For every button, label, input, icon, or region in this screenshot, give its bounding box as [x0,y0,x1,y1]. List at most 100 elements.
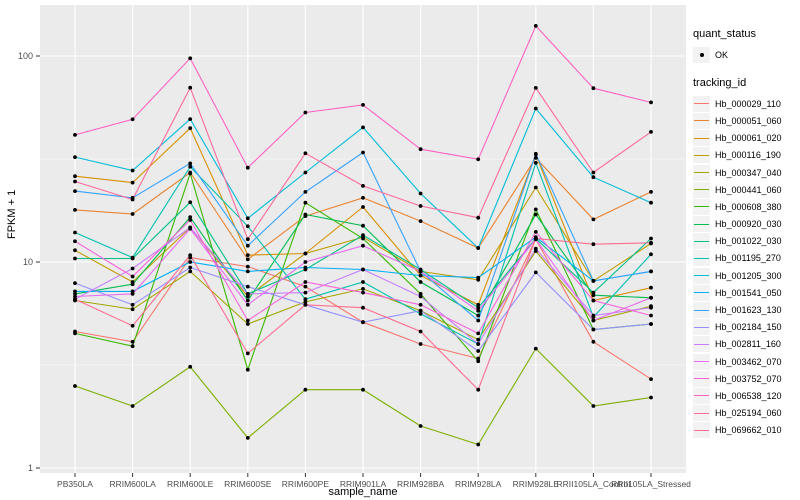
data-point [245,298,250,303]
data-point [245,302,250,307]
data-point [303,151,308,156]
legend-item-Hb_003462_070: Hb_003462_070 [693,353,799,370]
line-key-icon [693,284,710,301]
data-point [476,337,481,342]
legend-item-label: Hb_002184_150 [715,322,782,333]
data-point [73,155,77,160]
line-key-icon [693,112,710,129]
line-key-icon [693,147,710,164]
data-point [73,230,77,235]
legend-item-ok: OK [693,46,799,63]
data-point [303,170,308,175]
line-key-icon [693,405,710,422]
data-point [188,226,193,231]
data-point [591,217,596,222]
legend-title-tracking-id: tracking_id [693,77,747,90]
x-axis-tick-label: RRIM600LE [167,479,214,489]
legend-item-Hb_025194_060: Hb_025194_060 [693,405,799,422]
data-point [533,212,538,217]
data-point [130,307,135,312]
data-point [73,248,77,253]
legend-items: Hb_000029_110 Hb_000051_060 Hb_000061_020 H… [693,95,799,439]
data-point [418,292,423,296]
x-axis-tick-label: RRIM928LA [455,479,502,489]
data-point [649,190,653,194]
data-point [188,269,193,274]
legend-item-label: Hb_000029_110 [715,98,781,109]
data-point [188,161,193,166]
y-axis-tick-label: 1 [28,463,33,473]
data-point [361,280,365,284]
data-point [303,290,308,295]
data-point [591,170,596,175]
legend-item-label: Hb_001205_300 [715,270,782,281]
data-point [303,260,308,264]
data-point [130,197,135,202]
data-point [303,110,308,115]
data-point [73,239,77,244]
data-point [245,436,250,440]
data-point [361,243,365,248]
data-point [476,305,481,310]
data-point [418,191,423,196]
data-point [418,308,423,313]
legend-item-Hb_001022_030: Hb_001022_030 [693,233,799,250]
data-point [418,312,423,316]
data-point [130,344,135,349]
legend-item-label: Hb_001623_130 [715,305,782,316]
data-point [73,384,77,388]
legend-item-label: Hb_003462_070 [715,356,782,367]
data-point [130,266,135,271]
data-point [476,331,481,336]
data-point [476,442,481,447]
legend-item-label: Hb_000347_040 [715,167,782,178]
data-point [418,302,423,307]
legend-item-Hb_003752_070: Hb_003752_070 [693,370,799,387]
data-point [245,292,250,296]
data-point [418,329,423,334]
data-point [130,180,135,185]
data-point [476,318,481,323]
data-point [245,253,250,257]
data-point [591,327,596,332]
line-key-icon [693,422,710,439]
legend-item-Hb_000116_190: Hb_000116_190 [693,147,799,164]
data-point [130,292,135,296]
data-point [303,280,308,284]
data-point [591,404,596,408]
data-point [303,300,308,304]
data-point [361,387,365,392]
line-key-icon [693,370,710,387]
data-point [73,281,77,285]
data-point [591,175,596,180]
data-point [591,290,596,295]
data-point [361,290,365,295]
data-point [188,265,193,270]
data-point [591,313,596,318]
y-axis-tick-label: 100 [18,51,33,61]
data-point [533,207,538,212]
data-point [130,404,135,408]
line-key-icon [693,216,710,233]
x-axis-tick-label: RRIM928LE [513,479,560,489]
data-point [361,125,365,130]
data-point [418,273,423,278]
line-key-icon [693,233,710,250]
data-point [245,367,250,372]
x-axis-tick-label: RRII105LA_Control [557,479,631,489]
data-point [245,257,250,262]
data-point [533,185,538,190]
data-point [361,205,365,209]
legend-item-Hb_001541_050: Hb_001541_050 [693,284,799,301]
data-point [533,160,538,165]
point-key-icon [693,46,710,63]
data-point [73,294,77,299]
legend-item-label: Hb_003752_070 [715,373,782,384]
data-point [476,157,481,162]
data-point [188,364,193,369]
legend-item-Hb_002811_160: Hb_002811_160 [693,336,799,353]
y-axis-tick-label: 10 [23,257,33,267]
line-key-icon [693,336,710,353]
x-axis-tick-label: RRIM600SE [224,479,272,489]
